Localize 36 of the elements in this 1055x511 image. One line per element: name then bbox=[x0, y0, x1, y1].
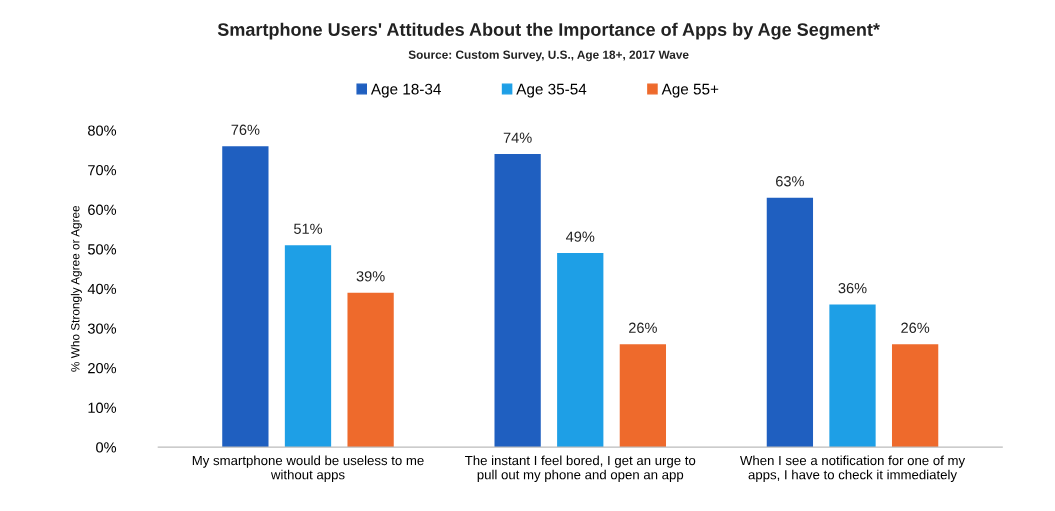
data-label: 49% bbox=[565, 231, 595, 242]
bar bbox=[557, 253, 604, 448]
y-tick-label: 0% bbox=[96, 442, 117, 453]
y-tick-label: 60% bbox=[88, 204, 117, 215]
bar bbox=[494, 154, 541, 448]
data-label: 26% bbox=[901, 322, 930, 333]
data-label: 76% bbox=[231, 124, 260, 135]
y-tick-label: 70% bbox=[88, 165, 117, 176]
data-label: 36% bbox=[838, 283, 867, 294]
legend-label: Age 35-54 bbox=[516, 83, 587, 98]
data-label: 74% bbox=[503, 132, 532, 143]
bar bbox=[284, 245, 332, 448]
y-tick-label: 10% bbox=[88, 402, 117, 413]
legend-label: Age 18-34 bbox=[370, 83, 441, 98]
legend-label: Age 55+ bbox=[661, 83, 719, 98]
y-tick-label: 50% bbox=[87, 244, 117, 255]
bar bbox=[222, 146, 269, 448]
bar bbox=[829, 304, 876, 448]
bar bbox=[766, 197, 814, 448]
data-label: 39% bbox=[356, 271, 385, 282]
data-label: 63% bbox=[776, 176, 804, 187]
bar bbox=[347, 292, 394, 448]
x-tick-label: The instant I feel bored, I get an urge to pull out my phone and open an app bbox=[465, 455, 696, 482]
chart-subtitle: Source: Custom Survey, U.S., Age 18+, 2017 Wave bbox=[408, 50, 689, 62]
y-axis-title: % Who Strongly Agree or Agree bbox=[70, 205, 82, 372]
chart-title: Smartphone Users' Attitudes About the Importance of Apps by Age Segment* bbox=[217, 22, 880, 40]
bar bbox=[891, 344, 939, 448]
bar bbox=[619, 344, 667, 448]
data-label: 26% bbox=[629, 322, 657, 333]
data-label: 51% bbox=[293, 223, 323, 234]
y-tick-label: 30% bbox=[87, 323, 117, 334]
y-tick-label: 80% bbox=[88, 125, 117, 136]
y-tick-label: 20% bbox=[88, 363, 117, 374]
x-tick-label: My smartphone would be useless to me without apps bbox=[192, 455, 424, 482]
y-tick-label: 40% bbox=[87, 283, 117, 295]
x-tick-label: When I see a notification for one of my apps, I have to check it immediately bbox=[740, 455, 966, 482]
